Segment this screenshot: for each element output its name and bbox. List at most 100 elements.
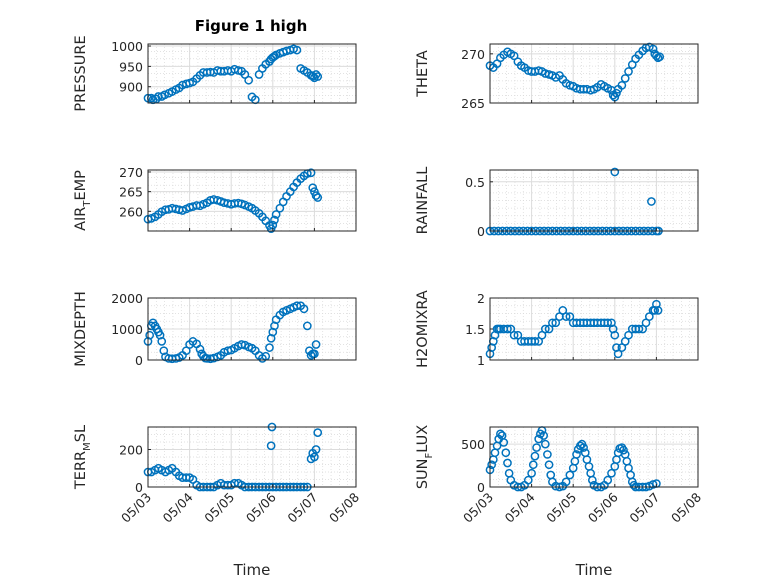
data-point — [195, 344, 205, 354]
axes-background — [490, 427, 698, 487]
data-point — [311, 340, 321, 349]
x-tick-label: 05/07 — [626, 490, 662, 526]
axes-box — [147, 169, 357, 232]
data-point — [540, 324, 550, 334]
data-point — [271, 210, 281, 219]
data-point — [540, 439, 550, 449]
data-point — [653, 306, 663, 315]
data-point — [311, 191, 321, 200]
y-axis-label: MIXDEPTH — [73, 291, 89, 367]
data-point — [610, 167, 620, 177]
subplot-theta: 265 270 THETA — [415, 42, 699, 111]
data-point — [503, 324, 512, 334]
y-axis-label: PRESSURE — [73, 35, 89, 111]
data-point — [619, 445, 628, 455]
data-point — [499, 438, 509, 447]
data-point — [634, 324, 644, 334]
figure-title: Figure 1 high — [195, 17, 308, 35]
data-point — [302, 321, 312, 331]
axes-box — [489, 43, 699, 104]
data-point — [306, 168, 316, 178]
y-tick-label: 0 — [477, 480, 485, 495]
y-tick-label: 1000 — [111, 39, 143, 54]
data-point — [313, 72, 323, 81]
data-point — [587, 475, 597, 485]
data-point — [509, 51, 519, 61]
data-point — [624, 67, 633, 76]
x-axis-label: Time — [575, 561, 613, 579]
y-axis-label: TERRMSL — [73, 425, 93, 490]
axes-box — [147, 426, 357, 488]
y-axis-label: AIRTEMP — [73, 170, 93, 231]
data-point — [565, 470, 575, 480]
data-point — [617, 80, 627, 90]
x-tick-label: 05/04 — [502, 489, 538, 525]
axes-background — [148, 44, 356, 103]
y-tick-label: 270 — [119, 165, 143, 180]
subplot-rainfall: 0 0.5 RAINFALL — [415, 167, 699, 239]
y-tick-label: 0.5 — [465, 175, 485, 190]
data-point — [266, 441, 276, 451]
x-tick-label: 05/05 — [543, 490, 579, 526]
y-tick-label: 260 — [119, 204, 143, 219]
data-point — [644, 312, 654, 321]
y-axis-label: RAINFALL — [415, 167, 431, 235]
data-point — [487, 460, 497, 470]
data-point — [561, 312, 571, 321]
data-point — [157, 337, 167, 346]
series-points — [143, 168, 323, 233]
x-axis-label: Time — [233, 561, 271, 579]
x-tick-label: 05/07 — [284, 490, 320, 526]
data-point — [629, 480, 639, 490]
subplot-h2omixra: 1 1.5 2 H2OMIXRA — [415, 290, 699, 368]
y-tick-label: 2000 — [111, 291, 143, 306]
y-tick-label: 500 — [461, 437, 485, 452]
x-tick-label: 05/08 — [326, 489, 362, 525]
axes-background — [490, 44, 698, 103]
data-point — [530, 337, 540, 346]
axes-box — [489, 426, 699, 488]
y-tick-label: 265 — [119, 185, 143, 200]
y-tick-label: 950 — [119, 59, 143, 74]
data-point — [648, 44, 658, 54]
data-point — [311, 70, 321, 79]
axes-box — [489, 169, 699, 232]
data-point — [528, 460, 538, 470]
data-point — [496, 429, 505, 439]
data-point — [209, 353, 219, 363]
data-point — [292, 301, 302, 311]
y-tick-label: 265 — [461, 96, 485, 111]
series-points — [485, 299, 663, 359]
x-tick-label: 05/06 — [243, 489, 279, 525]
data-point — [544, 460, 554, 470]
data-point — [509, 330, 519, 340]
y-tick-label: 1000 — [111, 322, 143, 337]
data-point — [527, 468, 536, 478]
y-tick-label: 0 — [135, 353, 143, 368]
y-tick-label: 200 — [119, 443, 143, 458]
y-axis-label: SUNFLUX — [415, 425, 435, 489]
x-tick-label: 05/06 — [585, 489, 621, 525]
data-point — [603, 475, 613, 485]
data-point — [292, 45, 302, 55]
data-point — [613, 349, 623, 359]
y-axis-label: H2OMIXRA — [415, 290, 431, 368]
y-tick-label: 1.5 — [465, 322, 485, 337]
data-point — [299, 304, 309, 314]
data-point — [265, 343, 274, 352]
data-point — [313, 428, 323, 437]
data-point — [244, 75, 254, 85]
data-point — [620, 74, 630, 83]
data-point — [612, 88, 621, 98]
axes-background — [490, 170, 698, 231]
y-tick-label: 2 — [477, 291, 485, 306]
subplot-pressure: 900 950 1000 PRESSURE — [73, 35, 357, 112]
y-tick-label: 1 — [477, 353, 485, 368]
data-point — [270, 215, 279, 225]
y-tick-label: 0 — [477, 224, 485, 239]
data-point — [551, 318, 561, 328]
data-point — [311, 445, 321, 454]
data-point — [539, 431, 549, 440]
